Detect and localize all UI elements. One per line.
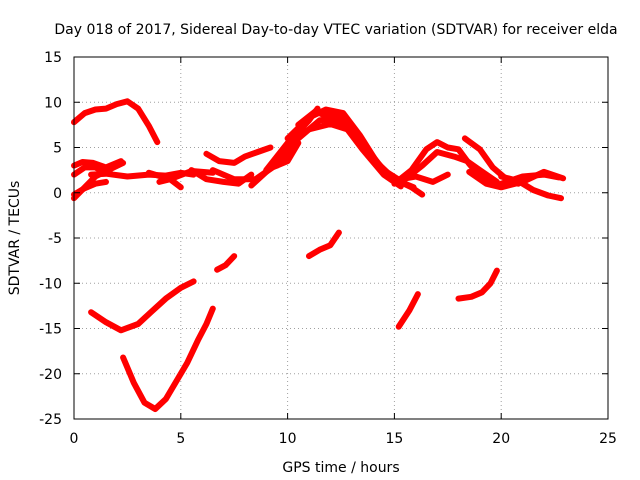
series-group [71, 98, 567, 412]
y-tick-label: 5 [53, 141, 62, 157]
series-arc20 [397, 171, 451, 185]
series-arc29 [395, 291, 421, 330]
series-arc30 [455, 267, 500, 302]
y-tick-label: -20 [39, 367, 62, 383]
x-axis-label: GPS time / hours [282, 460, 399, 476]
x-tick-label: 25 [599, 431, 617, 447]
tick-group: 0 5 10 15 20 25 -25 -20 -15 -10 -5 0 5 10 15 [39, 50, 617, 447]
y-axis-label: SDTVAR / TECUs [7, 181, 23, 296]
x-tick-label: 10 [279, 431, 297, 447]
y-tick-label: 10 [44, 95, 62, 111]
chart-title: Day 018 of 2017, Sidereal Day-to-day VTE… [54, 22, 617, 38]
y-tick-label: -15 [39, 322, 62, 338]
series-arc8 [156, 176, 184, 191]
series-arc16 [295, 108, 355, 130]
x-tick-label: 5 [176, 431, 185, 447]
series-arc17 [316, 110, 389, 175]
series-arc18 [391, 139, 500, 189]
series-arc19 [402, 149, 500, 185]
series-arc24 [498, 171, 562, 187]
series-arc28 [306, 229, 342, 260]
grid [74, 57, 608, 419]
series-arc27 [214, 253, 238, 273]
y-tick-label: -5 [48, 231, 62, 247]
x-tick-label: 0 [70, 431, 79, 447]
series-arc10 [203, 144, 274, 166]
series-arc5 [71, 178, 109, 198]
y-tick-label: -25 [39, 412, 62, 428]
y-tick-label: 15 [44, 50, 62, 66]
x-tick-label: 15 [385, 431, 403, 447]
series-arc26 [120, 305, 216, 412]
x-tick-label: 20 [492, 431, 510, 447]
series-arc1 [71, 98, 161, 146]
series-arc25 [88, 278, 197, 334]
y-tick-label: 0 [53, 186, 62, 202]
series-arc7 [145, 168, 216, 183]
y-tick-label: -10 [39, 276, 62, 292]
